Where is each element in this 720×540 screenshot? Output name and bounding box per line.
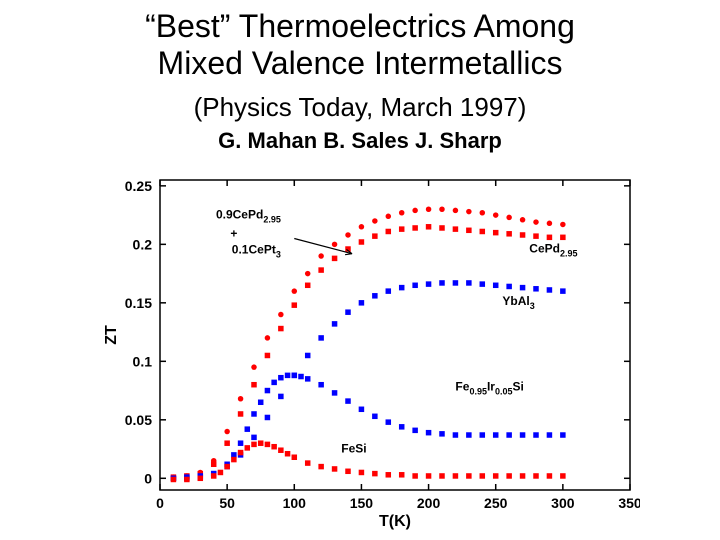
svg-text:0.2: 0.2 [133, 236, 153, 252]
svg-text:YbAl3: YbAl3 [502, 294, 534, 311]
svg-text:100: 100 [283, 495, 307, 511]
svg-text:0: 0 [144, 470, 152, 486]
slide: “Best” Thermoelectrics Among Mixed Valen… [0, 0, 720, 540]
slide-title: “Best” Thermoelectrics Among Mixed Valen… [0, 8, 720, 82]
svg-text:250: 250 [484, 495, 508, 511]
svg-text:0.9CePd2.95: 0.9CePd2.95 [216, 208, 281, 225]
svg-text:200: 200 [417, 495, 441, 511]
svg-text:0.15: 0.15 [125, 295, 152, 311]
svg-text:50: 50 [219, 495, 235, 511]
svg-text:350: 350 [618, 495, 640, 511]
svg-text:300: 300 [551, 495, 575, 511]
title-line-1: “Best” Thermoelectrics Among [145, 8, 575, 44]
svg-text:0.05: 0.05 [125, 412, 152, 428]
chart-container: 0 50 100 150 200 250 300 350 0 0.05 0.1 0.15 0.2 0.25… [100, 170, 640, 530]
title-line-2: Mixed Valence Intermetallics [158, 45, 563, 81]
svg-text:0.1CePt3: 0.1CePt3 [232, 243, 281, 260]
svg-text:ZT: ZT [103, 325, 120, 345]
svg-text:+: + [230, 226, 237, 240]
slide-subtitle: (Physics Today, March 1997) [0, 92, 720, 123]
svg-text:0.25: 0.25 [125, 178, 152, 194]
svg-text:FeSi: FeSi [341, 442, 366, 456]
svg-text:0.1: 0.1 [133, 353, 153, 369]
svg-text:0: 0 [156, 495, 164, 511]
svg-text:150: 150 [350, 495, 374, 511]
svg-text:T(K): T(K) [379, 513, 411, 530]
zt-chart: 0 50 100 150 200 250 300 350 0 0.05 0.1 0.15 0.2 0.25… [100, 170, 640, 530]
svg-text:CePd2.95: CePd2.95 [529, 242, 577, 259]
svg-text:Fe0.95Ir0.05Si: Fe0.95Ir0.05Si [455, 380, 523, 397]
slide-authors: G. Mahan B. Sales J. Sharp [0, 128, 720, 154]
